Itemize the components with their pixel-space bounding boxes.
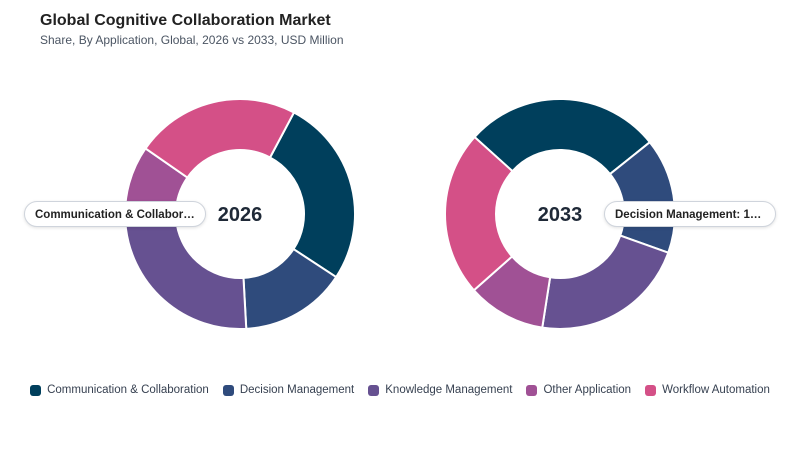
- legend-swatch: [368, 384, 380, 396]
- slice-communication-collaboration[interactable]: [473, 98, 652, 176]
- legend-item[interactable]: Decision Management: [222, 384, 355, 396]
- legend-swatch: [30, 384, 42, 396]
- legend-label: Decision Management: [239, 384, 355, 396]
- legend-label: Other Application: [543, 384, 632, 396]
- legend-label: Knowledge Management: [385, 384, 513, 396]
- chart-title: Global Cognitive Collaboration Market: [40, 12, 331, 29]
- legend-item[interactable]: Knowledge Management: [368, 384, 512, 396]
- tooltip-right: Decision Management: 16.2%: [604, 201, 776, 227]
- slice-workflow-automation[interactable]: [444, 135, 514, 292]
- legend-item[interactable]: Other Application: [526, 384, 631, 396]
- legend: Communication & Collaboration Decision Ma…: [0, 384, 800, 396]
- legend-item[interactable]: Communication & Collaboration: [30, 384, 209, 396]
- legend-swatch: [222, 384, 234, 396]
- legend-swatch: [526, 384, 538, 396]
- legend-item[interactable]: Workflow Automation: [645, 384, 770, 396]
- tooltip-left: Communication & Collaborati...: [24, 201, 206, 227]
- legend-label: Communication & Collaboration: [47, 384, 209, 396]
- legend-swatch: [645, 384, 657, 396]
- slice-communication-collaboration[interactable]: [268, 111, 356, 279]
- legend-label: Workflow Automation: [662, 384, 770, 396]
- chart-subtitle: Share, By Application, Global, 2026 vs 2…: [40, 33, 344, 47]
- center-label: 2033: [538, 204, 583, 226]
- slice-knowledge-management[interactable]: [541, 234, 670, 330]
- slice-knowledge-management[interactable]: [124, 217, 248, 330]
- slice-workflow-automation[interactable]: [144, 98, 296, 179]
- center-label: 2026: [218, 204, 263, 226]
